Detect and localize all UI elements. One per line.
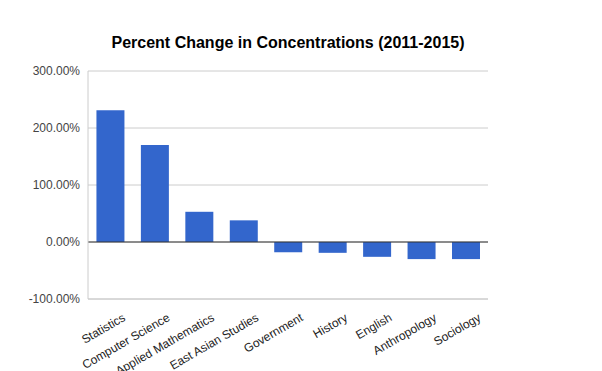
svg-text:0.00%: 0.00% <box>46 235 80 249</box>
svg-text:History: History <box>311 310 350 341</box>
svg-text:Sociology: Sociology <box>431 310 483 348</box>
svg-text:Anthropology: Anthropology <box>371 310 439 357</box>
svg-text:Statistics: Statistics <box>79 310 128 347</box>
svg-text:100.00%: 100.00% <box>33 178 81 192</box>
svg-text:300.00%: 300.00% <box>33 64 81 78</box>
svg-text:200.00%: 200.00% <box>33 121 81 135</box>
svg-text:English: English <box>353 310 395 343</box>
html-text:Percent Change in Concentratio: Percent Change in Concentrations (2011-2… <box>111 34 465 51</box>
svg-text:-100.00%: -100.00% <box>29 292 81 306</box>
svg-text:Government: Government <box>241 310 306 355</box>
